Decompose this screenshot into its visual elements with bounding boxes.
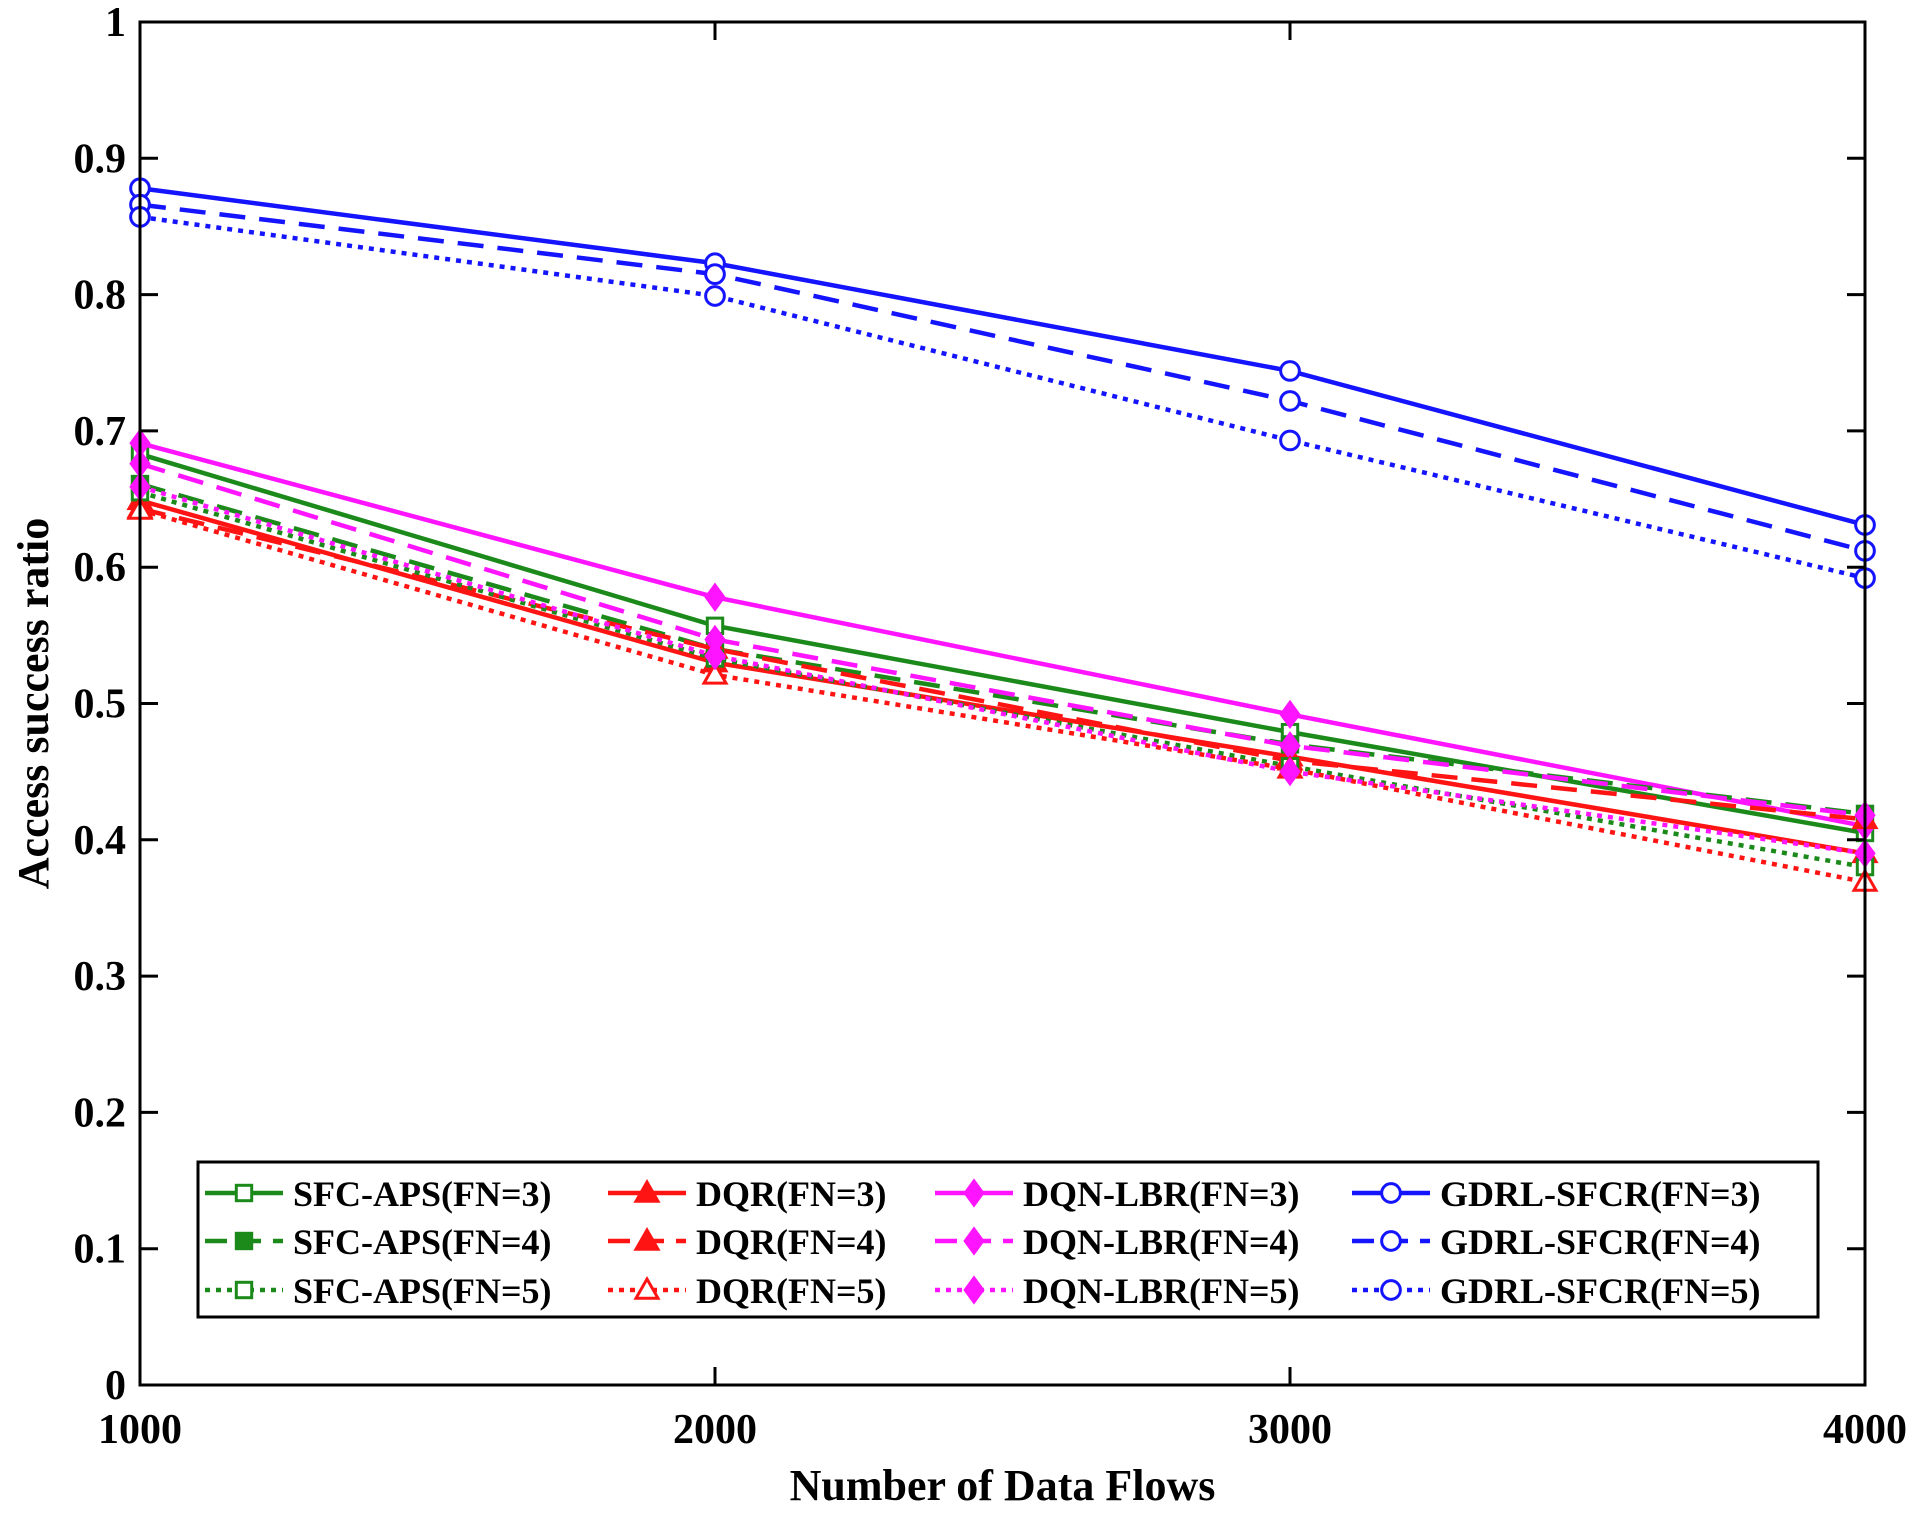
y-tick-label: 0.7 xyxy=(74,409,127,455)
legend-marker xyxy=(633,1226,661,1251)
y-tick-label: 0.5 xyxy=(74,682,127,728)
legend-item: DQR(FN=5) xyxy=(608,1271,886,1311)
legend-item: SFC-APS(FN=3) xyxy=(205,1174,552,1214)
y-tick-label: 0.9 xyxy=(74,136,127,182)
y-tick-label: 0.4 xyxy=(74,818,127,864)
legend-label: SFC-APS(FN=4) xyxy=(293,1222,552,1262)
legend-item: SFC-APS(FN=4) xyxy=(205,1222,552,1262)
y-tick-label: 0.8 xyxy=(74,273,127,319)
legend-marker xyxy=(234,1280,254,1300)
legend-marker xyxy=(234,1231,254,1251)
x-tick-label: 2000 xyxy=(673,1407,757,1453)
y-tick-label: 0 xyxy=(105,1363,126,1409)
legend-marker xyxy=(234,1183,254,1203)
legend-item: DQR(FN=3) xyxy=(608,1174,886,1214)
series-line xyxy=(139,481,1866,817)
plot-area xyxy=(126,20,1879,1387)
series-line xyxy=(139,484,1866,856)
data-point xyxy=(704,285,726,307)
series-line xyxy=(139,186,1866,528)
series-line xyxy=(139,451,1866,836)
data-point xyxy=(701,660,729,685)
series-line xyxy=(139,202,1866,554)
legend-label: GDRL-SFCR(FN=5) xyxy=(1440,1271,1760,1311)
legend-marker xyxy=(633,1178,661,1203)
data-point xyxy=(1279,429,1301,452)
legend-item: GDRL-SFCR(FN=5) xyxy=(1352,1271,1760,1311)
x-tick-label: 1000 xyxy=(98,1407,182,1453)
legend-label: SFC-APS(FN=5) xyxy=(293,1271,552,1311)
series-line xyxy=(139,498,1866,856)
x-tick-label: 4000 xyxy=(1823,1407,1907,1453)
legend-label: SFC-APS(FN=3) xyxy=(293,1174,552,1214)
legend-label: GDRL-SFCR(FN=4) xyxy=(1440,1222,1760,1262)
y-tick-label: 0.3 xyxy=(74,954,127,1000)
y-tick-label: 0.1 xyxy=(74,1227,127,1273)
y-tick-label: 1 xyxy=(105,0,126,46)
legend-label: GDRL-SFCR(FN=3) xyxy=(1440,1174,1760,1214)
data-point xyxy=(1279,699,1301,730)
legend-item: SFC-APS(FN=5) xyxy=(205,1271,552,1311)
series-line xyxy=(139,461,1866,818)
legend: SFC-APS(FN=3) DQR(FN=3) DQN-LBR(FN=3) GDRL-… xyxy=(196,1160,1820,1319)
legend-item: GDRL-SFCR(FN=3) xyxy=(1352,1174,1760,1214)
data-point xyxy=(1279,390,1301,412)
legend-marker xyxy=(1380,1182,1402,1204)
legend-label: DQN-LBR(FN=5) xyxy=(1023,1271,1300,1311)
series-line xyxy=(139,506,1866,822)
y-axis-label: Access success ratio xyxy=(9,518,58,889)
x-tick-label: 3000 xyxy=(1248,1407,1332,1453)
legend-label: DQN-LBR(FN=4) xyxy=(1023,1222,1300,1262)
legend-label: DQR(FN=4) xyxy=(696,1222,886,1262)
data-point xyxy=(704,582,726,612)
data-point xyxy=(1279,756,1301,787)
data-point xyxy=(704,263,726,286)
series-line xyxy=(139,440,1866,829)
legend-label: DQR(FN=5) xyxy=(696,1271,886,1311)
y-tick-label: 0.6 xyxy=(74,545,127,591)
legend-marker xyxy=(963,1275,985,1305)
legend-marker xyxy=(1380,1279,1402,1301)
legend-item: GDRL-SFCR(FN=4) xyxy=(1352,1222,1760,1262)
legend-item: DQN-LBR(FN=4) xyxy=(935,1222,1300,1262)
x-axis-label: Number of Data Flows xyxy=(790,1461,1216,1510)
axis-ticks: 1000 2000 3000 4000 0 0.1 0.2 0.3 0.4 0.5 0.6 0.7 0.… xyxy=(74,0,1908,1453)
y-tick-label: 0.2 xyxy=(74,1090,127,1136)
data-point xyxy=(704,641,726,671)
series-line xyxy=(139,507,1866,885)
series-line xyxy=(139,214,1866,581)
legend-label: DQR(FN=3) xyxy=(696,1174,886,1214)
legend-marker xyxy=(963,1178,985,1208)
legend-marker xyxy=(963,1226,985,1256)
legend-marker xyxy=(633,1275,661,1300)
legend-item: DQN-LBR(FN=5) xyxy=(935,1271,1300,1311)
series-layer xyxy=(126,177,1879,892)
legend-label: DQN-LBR(FN=3) xyxy=(1023,1174,1300,1214)
legend-marker xyxy=(1380,1230,1402,1252)
legend-item: DQR(FN=4) xyxy=(608,1222,886,1262)
legend-item: DQN-LBR(FN=3) xyxy=(935,1174,1300,1214)
data-point xyxy=(1279,360,1301,382)
